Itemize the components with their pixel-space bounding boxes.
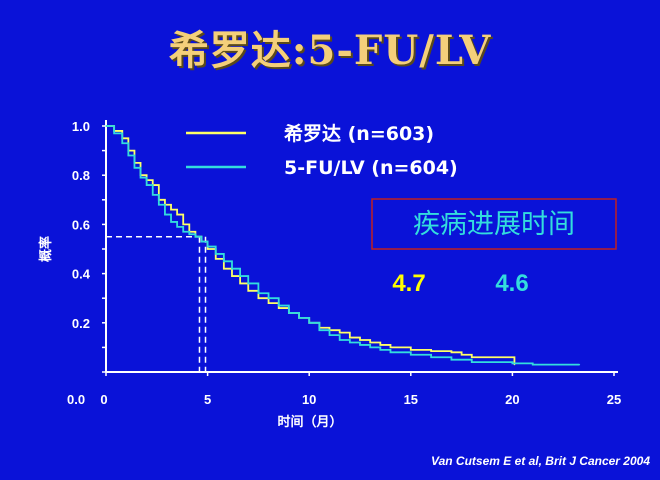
series-point-0 <box>239 282 241 285</box>
y-tick-label: 0.8 <box>72 168 90 183</box>
x-tick-label: 15 <box>404 392 418 407</box>
series-point-0 <box>231 275 233 277</box>
series-point-1 <box>239 275 241 277</box>
x-tick-label: 5 <box>204 392 211 407</box>
series-point-0 <box>410 349 412 351</box>
series-point-0 <box>257 297 259 299</box>
series-point-1 <box>349 341 351 344</box>
series-point-1 <box>369 346 371 348</box>
series-point-1 <box>552 364 554 366</box>
series-point-0 <box>359 339 361 341</box>
series-point-1 <box>121 142 123 144</box>
series-point-0 <box>278 307 280 309</box>
y-tick-label: 0.0 <box>67 392 85 407</box>
series-point-1 <box>410 354 412 356</box>
series-point-1 <box>164 213 166 216</box>
series-point-1 <box>339 339 341 341</box>
series-point-1 <box>176 226 178 228</box>
series-point-1 <box>278 304 280 307</box>
series-point-1 <box>133 167 136 169</box>
series-point-1 <box>308 322 310 324</box>
series-point-0 <box>471 356 473 358</box>
series-point-0 <box>369 341 371 344</box>
series-point-1 <box>194 236 197 238</box>
series-point-1 <box>158 204 160 206</box>
series-point-1 <box>267 297 270 299</box>
legend-label-0: 希罗达 (n=603) <box>284 122 434 145</box>
series-point-0 <box>513 364 516 366</box>
median-value-label: 4.7 <box>392 270 425 297</box>
series-point-1 <box>247 282 249 285</box>
x-tick-label: 10 <box>302 392 316 407</box>
series-point-0 <box>461 354 463 356</box>
median-value-label: 4.6 <box>495 270 528 297</box>
series-point-0 <box>170 209 172 211</box>
series-point-1 <box>231 268 233 270</box>
series-point-1 <box>215 253 217 255</box>
series-point-1 <box>223 260 225 262</box>
x-axis-label: 时间（月） <box>277 414 342 430</box>
series-point-1 <box>182 231 184 233</box>
series-point-0 <box>207 248 209 250</box>
y-tick-label: 1.0 <box>72 119 90 134</box>
series-point-1 <box>511 362 513 364</box>
series-point-1 <box>127 154 129 157</box>
series-point-0 <box>491 356 493 358</box>
series-line-1 <box>106 125 580 366</box>
series-point-1 <box>257 292 259 294</box>
series-point-0 <box>182 223 184 225</box>
legend-label-1: 5-FU/LV (n=604) <box>284 157 458 179</box>
y-axis-label: 概率 <box>38 236 54 262</box>
slide-title: 希罗达:5-FU/LV <box>168 27 492 74</box>
series-point-1 <box>188 233 190 235</box>
series-point-0 <box>450 351 453 353</box>
series-point-1 <box>359 344 361 346</box>
series-point-1 <box>532 364 534 366</box>
series-point-0 <box>176 213 178 216</box>
series-point-1 <box>288 312 290 314</box>
series-point-1 <box>318 329 320 331</box>
series-point-1 <box>450 359 453 361</box>
citation: Van Cutsem E et al, Brit J Cancer 2004 <box>431 454 650 468</box>
series-point-0 <box>349 336 351 339</box>
series-point-1 <box>379 349 381 351</box>
series-point-1 <box>328 334 331 336</box>
series-point-1 <box>578 364 581 366</box>
series-point-1 <box>113 132 115 134</box>
y-tick-label: 0.6 <box>72 217 90 232</box>
x-tick-label: 25 <box>607 392 621 407</box>
series-point-1 <box>389 351 392 353</box>
series-point-1 <box>146 184 148 186</box>
series-point-1 <box>207 245 209 248</box>
series-point-0 <box>511 356 513 358</box>
series-point-0 <box>389 346 392 348</box>
series-point-1 <box>170 221 172 223</box>
series-point-1 <box>139 177 142 179</box>
series-point-0 <box>247 290 249 292</box>
series-point-1 <box>105 125 107 127</box>
y-tick-label: 0.2 <box>72 316 90 331</box>
series-point-0 <box>215 258 217 260</box>
annotation-box <box>371 198 617 250</box>
annotation-title: 疾病进展时间 <box>413 209 575 240</box>
y-tick-label: 0.4 <box>72 267 91 282</box>
series-point-0 <box>223 268 225 270</box>
series-point-0 <box>267 302 270 304</box>
series-point-1 <box>298 317 300 319</box>
x-tick-label: 20 <box>505 392 519 407</box>
series-point-1 <box>491 361 493 363</box>
series-point-1 <box>430 356 432 358</box>
series-point-0 <box>379 344 381 346</box>
series-point-0 <box>339 332 341 334</box>
series-point-1 <box>152 194 154 196</box>
series-point-1 <box>200 241 203 243</box>
series-point-0 <box>430 350 432 352</box>
x-tick-label: 0 <box>100 392 107 407</box>
series-point-1 <box>471 361 473 363</box>
